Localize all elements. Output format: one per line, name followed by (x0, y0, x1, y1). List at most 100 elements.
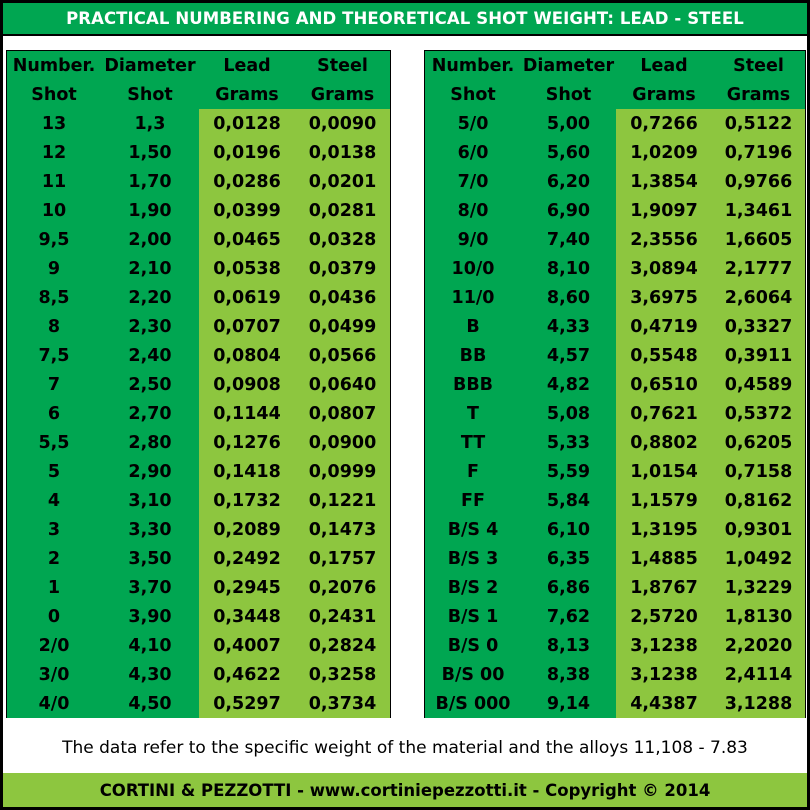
cell-lead: 3,6975 (616, 283, 712, 312)
header-shot: Shot (425, 80, 521, 109)
cell-lead: 0,4719 (616, 312, 712, 341)
cell-steel: 0,5122 (712, 109, 805, 138)
header-shot: Shot (7, 80, 101, 109)
cell-number: B/S 3 (425, 544, 521, 573)
cell-number: 9 (7, 254, 101, 283)
table-row: BBB 4,82 0,6510 0,4589 (425, 370, 805, 399)
cell-steel: 0,2824 (295, 631, 390, 660)
cell-number: TT (425, 428, 521, 457)
cell-diameter: 4,33 (521, 312, 616, 341)
cell-number: B/S 0 (425, 631, 521, 660)
cell-lead: 1,8767 (616, 573, 712, 602)
header-number: Number. (425, 51, 521, 80)
cell-steel: 0,0566 (295, 341, 390, 370)
cell-number: 7/0 (425, 167, 521, 196)
table-row: 0 3,90 0,3448 0,2431 (7, 602, 390, 631)
cell-diameter: 3,10 (101, 486, 199, 515)
table-row: 8 2,30 0,0707 0,0499 (7, 312, 390, 341)
cell-lead: 3,0894 (616, 254, 712, 283)
table-row: 11/0 8,60 3,6975 2,6064 (425, 283, 805, 312)
header-number: Number. (7, 51, 101, 80)
cell-lead: 0,2089 (199, 515, 295, 544)
header-diameter: Diameter (521, 51, 616, 80)
cell-number: 11 (7, 167, 101, 196)
cell-diameter: 1,70 (101, 167, 199, 196)
cell-number: 6/0 (425, 138, 521, 167)
cell-lead: 0,0804 (199, 341, 295, 370)
cell-lead: 0,5548 (616, 341, 712, 370)
cell-steel: 0,4589 (712, 370, 805, 399)
cell-diameter: 1,90 (101, 196, 199, 225)
cell-lead: 0,6510 (616, 370, 712, 399)
cell-number: BB (425, 341, 521, 370)
header-row-1: Number. Diameter Lead Steel (425, 51, 805, 80)
table-row: T 5,08 0,7621 0,5372 (425, 399, 805, 428)
header-steel: Steel (295, 51, 390, 80)
cell-steel: 0,3258 (295, 660, 390, 689)
cell-diameter: 3,30 (101, 515, 199, 544)
cell-diameter: 5,00 (521, 109, 616, 138)
shot-table-left: Number. Diameter Lead Steel Shot Shot Gr… (6, 50, 391, 718)
table-row: 2 3,50 0,2492 0,1757 (7, 544, 390, 573)
cell-steel: 0,0138 (295, 138, 390, 167)
cell-number: T (425, 399, 521, 428)
cell-number: 10 (7, 196, 101, 225)
table-row: B/S 1 7,62 2,5720 1,8130 (425, 602, 805, 631)
cell-number: 1 (7, 573, 101, 602)
cell-lead: 0,0908 (199, 370, 295, 399)
cell-steel: 0,1221 (295, 486, 390, 515)
cell-steel: 0,2076 (295, 573, 390, 602)
cell-lead: 0,8802 (616, 428, 712, 457)
cell-lead: 0,0538 (199, 254, 295, 283)
cell-number: 6 (7, 399, 101, 428)
table-row: B/S 3 6,35 1,4885 1,0492 (425, 544, 805, 573)
cell-number: BBB (425, 370, 521, 399)
table-row: 4/0 4,50 0,5297 0,3734 (7, 689, 390, 718)
table-row: 9,5 2,00 0,0465 0,0328 (7, 225, 390, 254)
table-row: 3 3,30 0,2089 0,1473 (7, 515, 390, 544)
cell-lead: 0,3448 (199, 602, 295, 631)
table-row: 8,5 2,20 0,0619 0,0436 (7, 283, 390, 312)
table-row: 5/0 5,00 0,7266 0,5122 (425, 109, 805, 138)
table-row: B/S 4 6,10 1,3195 0,9301 (425, 515, 805, 544)
shot-table-right: Number. Diameter Lead Steel Shot Shot Gr… (424, 50, 806, 718)
cell-steel: 0,5372 (712, 399, 805, 428)
cell-diameter: 4,10 (101, 631, 199, 660)
cell-lead: 0,0196 (199, 138, 295, 167)
cell-steel: 3,1288 (712, 689, 805, 718)
cell-steel: 0,0281 (295, 196, 390, 225)
cell-number: B/S 4 (425, 515, 521, 544)
cell-diameter: 4,82 (521, 370, 616, 399)
table-row: 4 3,10 0,1732 0,1221 (7, 486, 390, 515)
cell-lead: 0,0286 (199, 167, 295, 196)
table-row: 3/0 4,30 0,4622 0,3258 (7, 660, 390, 689)
table-row: B 4,33 0,4719 0,3327 (425, 312, 805, 341)
header-diameter: Diameter (101, 51, 199, 80)
cell-steel: 0,9766 (712, 167, 805, 196)
cell-diameter: 2,50 (101, 370, 199, 399)
table-row: 6 2,70 0,1144 0,0807 (7, 399, 390, 428)
cell-diameter: 4,30 (101, 660, 199, 689)
cell-steel: 1,0492 (712, 544, 805, 573)
cell-lead: 0,2492 (199, 544, 295, 573)
cell-number: B/S 000 (425, 689, 521, 718)
header-steel: Steel (712, 51, 805, 80)
table-row: B/S 2 6,86 1,8767 1,3229 (425, 573, 805, 602)
table-row: F 5,59 1,0154 0,7158 (425, 457, 805, 486)
table-row: B/S 0 8,13 3,1238 2,2020 (425, 631, 805, 660)
cell-steel: 2,6064 (712, 283, 805, 312)
cell-lead: 0,5297 (199, 689, 295, 718)
cell-diameter: 6,10 (521, 515, 616, 544)
cell-diameter: 6,35 (521, 544, 616, 573)
cell-lead: 3,1238 (616, 660, 712, 689)
table-row: 7,5 2,40 0,0804 0,0566 (7, 341, 390, 370)
cell-number: B/S 2 (425, 573, 521, 602)
cell-number: 5,5 (7, 428, 101, 457)
cell-diameter: 6,86 (521, 573, 616, 602)
cell-diameter: 5,59 (521, 457, 616, 486)
table-row: 9 2,10 0,0538 0,0379 (7, 254, 390, 283)
cell-lead: 4,4387 (616, 689, 712, 718)
cell-diameter: 5,08 (521, 399, 616, 428)
cell-lead: 1,9097 (616, 196, 712, 225)
